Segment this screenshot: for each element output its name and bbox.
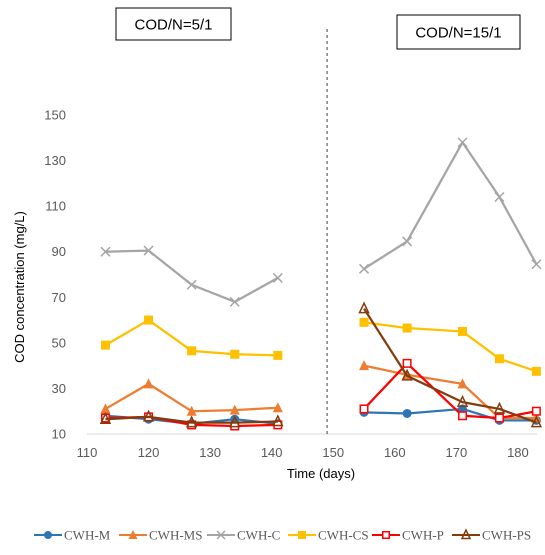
legend-label: CWH-M bbox=[64, 528, 111, 543]
legend-label: CWH-CS bbox=[318, 528, 369, 543]
phase-label-box bbox=[396, 14, 521, 50]
data-point bbox=[494, 413, 504, 423]
x-tick-label: 130 bbox=[199, 445, 221, 460]
series-line bbox=[105, 249, 279, 303]
data-point bbox=[272, 272, 283, 283]
data-point bbox=[99, 411, 112, 424]
data-point bbox=[458, 411, 468, 421]
y-tick-label: 90 bbox=[52, 244, 66, 259]
x-tick-label: 140 bbox=[261, 445, 283, 460]
data-point bbox=[229, 296, 240, 307]
data-point bbox=[401, 368, 413, 381]
legend-item: CWH-PS bbox=[452, 528, 531, 543]
x-tick-label: 150 bbox=[322, 445, 344, 460]
series-cwh-ps bbox=[99, 301, 543, 428]
series-line bbox=[363, 308, 537, 424]
data-point bbox=[229, 404, 240, 415]
data-point bbox=[44, 531, 52, 539]
data-point bbox=[456, 394, 469, 407]
data-point bbox=[143, 378, 154, 389]
x-tick-label: 180 bbox=[507, 445, 529, 460]
data-point bbox=[273, 350, 283, 360]
data-point bbox=[216, 530, 226, 540]
y-tick-label: 50 bbox=[52, 335, 66, 350]
series-line bbox=[105, 415, 278, 424]
phase-label: COD/N=15/1 bbox=[415, 25, 501, 42]
y-axis-title: COD concentration (mg/L) bbox=[12, 211, 27, 363]
y-tick-label: 70 bbox=[52, 290, 66, 305]
data-point bbox=[458, 326, 468, 336]
data-point bbox=[128, 530, 138, 539]
legend-label: CWH-PS bbox=[482, 528, 531, 543]
data-point bbox=[359, 404, 369, 414]
data-point bbox=[457, 378, 468, 389]
legend-item: CWH-M bbox=[34, 528, 111, 543]
data-point bbox=[531, 259, 542, 270]
data-point bbox=[272, 414, 284, 427]
x-tick-label: 110 bbox=[77, 445, 98, 460]
y-tick-label: 110 bbox=[45, 199, 66, 214]
legend-label: CWH-P bbox=[402, 528, 444, 543]
data-point bbox=[382, 531, 390, 539]
data-point bbox=[185, 415, 198, 428]
data-point bbox=[402, 408, 412, 418]
x-tick-label: 160 bbox=[384, 445, 406, 460]
data-point bbox=[457, 137, 468, 148]
data-point bbox=[359, 360, 370, 371]
phase-label-box bbox=[115, 7, 232, 41]
data-point bbox=[493, 401, 506, 414]
data-point bbox=[100, 403, 111, 414]
legend-item: CWH-C bbox=[207, 528, 280, 543]
data-point bbox=[272, 402, 283, 413]
data-point bbox=[494, 191, 505, 203]
data-point bbox=[359, 317, 369, 327]
legend-label: CWH-C bbox=[237, 528, 280, 543]
data-point bbox=[531, 406, 541, 416]
series-line bbox=[363, 141, 538, 270]
data-point bbox=[402, 358, 412, 368]
data-point bbox=[230, 349, 240, 359]
data-point bbox=[402, 236, 413, 247]
legend-item: CWH-P bbox=[372, 528, 444, 543]
data-point bbox=[186, 405, 197, 416]
data-point bbox=[358, 301, 370, 314]
data-point bbox=[494, 354, 504, 364]
data-point bbox=[142, 409, 155, 422]
x-tick-label: 170 bbox=[446, 445, 468, 460]
data-point bbox=[530, 415, 543, 428]
data-point bbox=[187, 346, 197, 356]
legend-item: CWH-MS bbox=[119, 528, 202, 543]
series-line bbox=[363, 321, 537, 373]
data-point bbox=[531, 366, 541, 376]
y-tick-label: 130 bbox=[44, 153, 66, 168]
data-point bbox=[229, 415, 241, 428]
y-tick-label: 10 bbox=[52, 427, 66, 442]
data-point bbox=[100, 246, 111, 257]
legend-label: CWH-MS bbox=[149, 528, 202, 543]
x-tick-label: 120 bbox=[138, 445, 160, 460]
legend-item: CWH-CS bbox=[288, 528, 369, 543]
data-point bbox=[460, 528, 472, 540]
data-point bbox=[143, 245, 154, 256]
x-axis-title: Time (days) bbox=[287, 466, 355, 481]
y-tick-label: 150 bbox=[44, 108, 66, 123]
data-point bbox=[358, 263, 370, 274]
data-point bbox=[402, 323, 412, 333]
data-point bbox=[144, 315, 154, 325]
data-point bbox=[100, 340, 110, 350]
data-point bbox=[298, 531, 306, 539]
series-cwh-c bbox=[100, 137, 542, 307]
data-point bbox=[186, 279, 197, 290]
phase-label: COD/N=5/1 bbox=[135, 17, 213, 34]
series-cwh-cs bbox=[100, 315, 541, 376]
y-tick-label: 30 bbox=[52, 381, 66, 396]
